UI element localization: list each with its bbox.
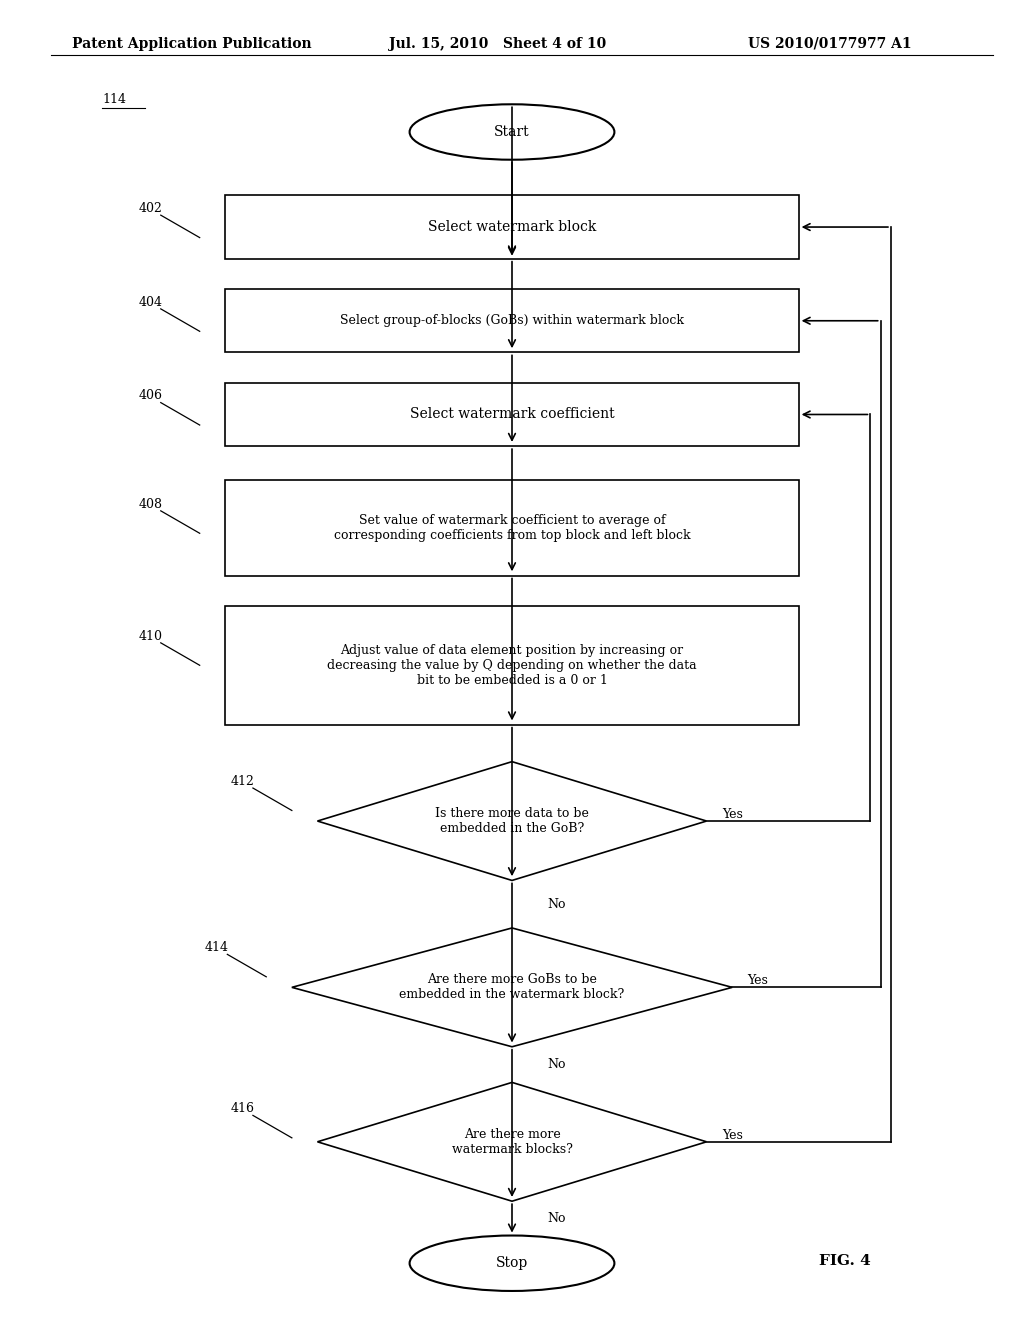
Text: No: No bbox=[548, 1059, 566, 1071]
Text: 410: 410 bbox=[138, 630, 162, 643]
Ellipse shape bbox=[410, 1236, 614, 1291]
FancyBboxPatch shape bbox=[225, 480, 799, 576]
Polygon shape bbox=[317, 1082, 707, 1201]
Text: 406: 406 bbox=[138, 389, 162, 403]
Text: Are there more GoBs to be
embedded in the watermark block?: Are there more GoBs to be embedded in th… bbox=[399, 973, 625, 1002]
Text: No: No bbox=[548, 1212, 566, 1225]
Text: 416: 416 bbox=[230, 1102, 254, 1115]
Polygon shape bbox=[317, 762, 707, 880]
Text: Yes: Yes bbox=[748, 974, 768, 987]
Text: Patent Application Publication: Patent Application Publication bbox=[72, 37, 311, 51]
Text: Start: Start bbox=[495, 125, 529, 139]
Text: Are there more
watermark blocks?: Are there more watermark blocks? bbox=[452, 1127, 572, 1156]
Text: FIG. 4: FIG. 4 bbox=[819, 1254, 871, 1267]
Text: Yes: Yes bbox=[722, 808, 742, 821]
Text: No: No bbox=[548, 898, 566, 911]
Text: 414: 414 bbox=[205, 941, 228, 954]
FancyBboxPatch shape bbox=[225, 195, 799, 259]
Text: Yes: Yes bbox=[722, 1129, 742, 1142]
Text: Select watermark coefficient: Select watermark coefficient bbox=[410, 408, 614, 421]
Text: Select watermark block: Select watermark block bbox=[428, 220, 596, 234]
Text: 412: 412 bbox=[230, 775, 254, 788]
Polygon shape bbox=[292, 928, 732, 1047]
Text: Jul. 15, 2010   Sheet 4 of 10: Jul. 15, 2010 Sheet 4 of 10 bbox=[389, 37, 606, 51]
Text: Adjust value of data element position by increasing or
decreasing the value by Q: Adjust value of data element position by… bbox=[328, 644, 696, 686]
FancyBboxPatch shape bbox=[225, 383, 799, 446]
Text: Set value of watermark coefficient to average of
corresponding coefficients from: Set value of watermark coefficient to av… bbox=[334, 513, 690, 543]
Text: 408: 408 bbox=[138, 498, 162, 511]
FancyBboxPatch shape bbox=[225, 606, 799, 725]
Text: Is there more data to be
embedded in the GoB?: Is there more data to be embedded in the… bbox=[435, 807, 589, 836]
Text: 114: 114 bbox=[102, 92, 126, 106]
Text: 404: 404 bbox=[138, 296, 162, 309]
FancyBboxPatch shape bbox=[225, 289, 799, 352]
Text: 402: 402 bbox=[138, 202, 162, 215]
Text: Stop: Stop bbox=[496, 1257, 528, 1270]
Text: US 2010/0177977 A1: US 2010/0177977 A1 bbox=[748, 37, 911, 51]
Ellipse shape bbox=[410, 104, 614, 160]
Text: Select group-of-blocks (GoBs) within watermark block: Select group-of-blocks (GoBs) within wat… bbox=[340, 314, 684, 327]
